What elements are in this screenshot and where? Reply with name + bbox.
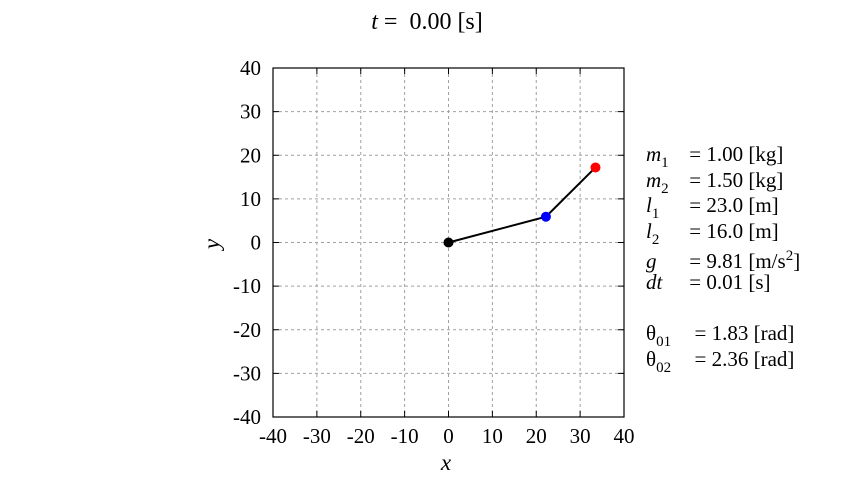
param-symbol: dt: [646, 269, 663, 294]
y-tick-label: 20: [240, 143, 261, 167]
y-tick-label: -40: [233, 405, 261, 429]
param-symbol: l1: [646, 193, 660, 223]
time-unit: [s]: [457, 9, 483, 35]
pendulum-rod: [448, 166, 597, 244]
param-theta01: θ01 = 1.83 [rad]: [646, 321, 800, 350]
param-unit: [m/s2]: [748, 248, 801, 274]
param-unit: [rad]: [753, 321, 795, 346]
param-unit: [m]: [748, 193, 779, 218]
param-symbol: g: [646, 249, 657, 274]
y-tick-label: -30: [233, 361, 261, 385]
x-axis-label: x: [440, 450, 452, 475]
param-l2: l2 = 16.0 [m]: [646, 218, 800, 248]
param-symbol: θ01: [646, 321, 672, 351]
pendulum-masses: [443, 162, 601, 248]
param-value: = 1.00: [689, 142, 744, 166]
param-value: = 23.0: [689, 193, 744, 218]
param-symbol: m2: [646, 167, 669, 197]
equals: =: [383, 9, 398, 35]
param-value: = 1.50: [689, 167, 744, 192]
x-tick-label: -20: [347, 424, 375, 448]
param-theta02: θ02 = 2.36 [rad]: [646, 346, 800, 376]
y-tick-label: 0: [251, 231, 262, 255]
time-symbol: t: [371, 9, 378, 35]
tick-labels: -40 -30 -20 -10 0 10 20 30 40 -40 -30 -20 -10 0 10 20 30…: [233, 56, 635, 448]
x-tick-label: -30: [303, 424, 331, 448]
y-tick-label: 10: [240, 187, 261, 211]
chart-title: t = 0.00 [s]: [0, 9, 854, 36]
param-unit: [kg]: [748, 167, 784, 192]
param-unit: [rad]: [753, 346, 795, 371]
x-tick-label: 10: [482, 424, 503, 448]
mass-1-marker: [540, 211, 551, 222]
pivot-marker: [443, 237, 454, 248]
time-value: 0.00: [409, 9, 452, 35]
param-value: = 2.36: [694, 346, 749, 371]
param-symbol: l2: [646, 218, 660, 248]
param-dt: dt = 0.01 [s]: [646, 270, 800, 296]
y-tick-label: -10: [233, 274, 261, 298]
param-unit: [kg]: [748, 142, 784, 166]
x-tick-label: 0: [443, 424, 454, 448]
param-symbol: m1: [646, 142, 669, 171]
y-tick-label: -20: [233, 318, 261, 342]
param-g: g = 9.81 [m/s2]: [646, 244, 801, 274]
param-value: = 16.0: [689, 218, 744, 243]
param-unit: [s]: [748, 269, 771, 294]
param-m1: m1 = 1.00 [kg]: [646, 142, 800, 171]
param-l1: l1 = 23.0 [m]: [646, 193, 800, 222]
param-value: = 0.01: [689, 269, 744, 294]
x-tick-label: 20: [526, 424, 547, 448]
x-tick-label: -40: [259, 424, 287, 448]
y-tick-label: 30: [240, 100, 261, 124]
y-tick-label: 40: [240, 56, 261, 80]
param-symbol: θ02: [646, 346, 672, 376]
axis-ticks: [272, 67, 625, 418]
param-unit: [m]: [748, 218, 779, 243]
param-m2: m2 = 1.50 [kg]: [646, 167, 800, 197]
y-axis-label: y: [199, 238, 224, 251]
x-tick-label: -10: [391, 424, 419, 448]
param-value: = 9.81: [689, 249, 744, 274]
param-value: = 1.83: [694, 321, 749, 346]
mass-2-marker: [590, 162, 601, 173]
parameter-legend: m1 = 1.00 [kg] m2 = 1.50 [kg] l1 = 23.0 …: [646, 142, 801, 376]
x-tick-label: 30: [570, 424, 591, 448]
x-tick-label: 40: [614, 424, 635, 448]
